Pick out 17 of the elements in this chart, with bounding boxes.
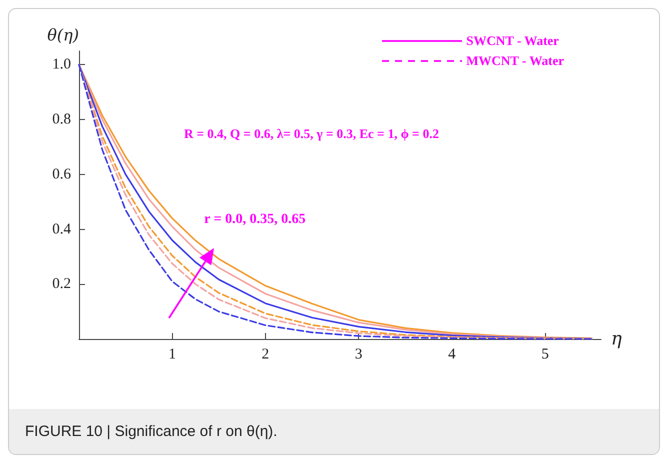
x-axis-title: η <box>611 328 622 350</box>
x-tick-label: 2 <box>262 346 270 362</box>
annotation: r = 0.0, 0.35, 0.65 <box>204 212 306 227</box>
y-tick-label: 0.4 <box>52 221 72 238</box>
x-tick-label: 1 <box>168 346 176 362</box>
y-tick-label: 0.8 <box>52 112 71 128</box>
x-tick-label: 5 <box>541 346 549 362</box>
y-tick-label: 0.6 <box>52 166 72 182</box>
y-tick-label: 0.2 <box>52 276 71 292</box>
annotation: R = 0.4, Q = 0.6, λ= 0.5, γ = 0.3, Ec = 1, ϕ = 0.2 <box>184 126 439 141</box>
annotation: MWCNT - Water <box>466 53 564 69</box>
caption: FIGURE 10 | Significance of r on θ(η). <box>9 409 659 454</box>
y-tick-label: 1.0 <box>52 56 71 73</box>
text: SWCNT - Water <box>466 33 559 49</box>
y-axis-title: θ(η) <box>47 26 79 44</box>
x-tick-label: 3 <box>354 346 362 362</box>
x-tick-label: 4 <box>448 346 456 362</box>
